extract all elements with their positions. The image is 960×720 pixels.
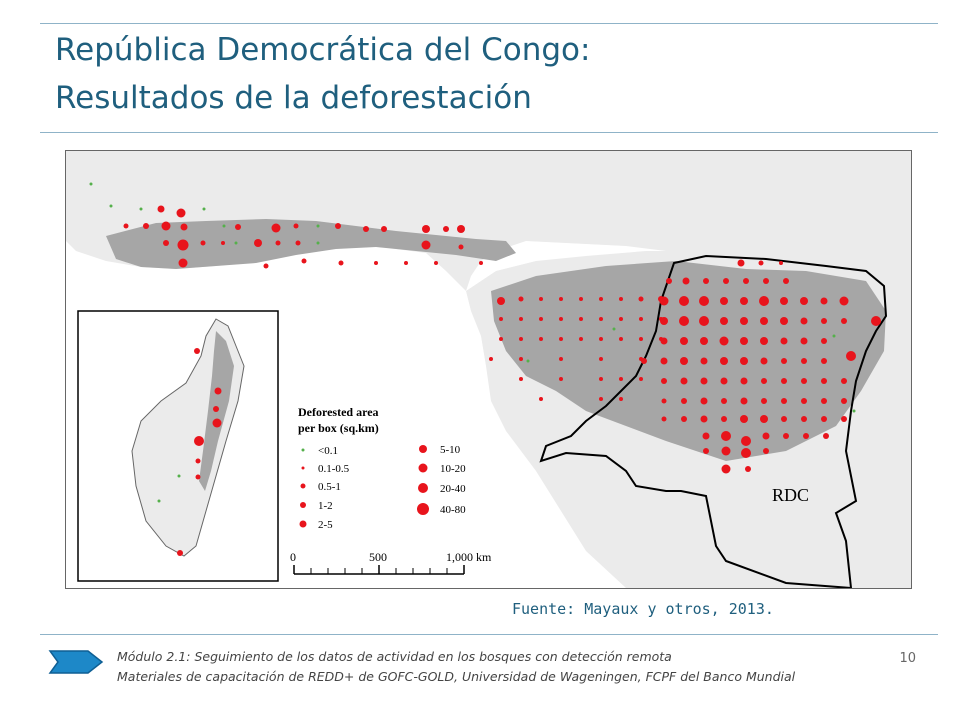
legend-title-line-1: Deforested area [298,405,379,419]
legend-class-3: 0.5-1 [318,481,341,493]
legend-class-6: 5-10 [440,444,461,456]
legend-class-8: 20-40 [440,483,466,495]
title-line-2: Resultados de la deforestación [55,80,532,116]
west-africa-land [66,151,911,291]
footer-line-2: Materiales de capacitación de REDD+ de G… [117,669,796,684]
legend-class-2: 0.1-0.5 [318,463,350,475]
west-africa-forest [106,219,516,269]
drc-border [539,254,888,588]
footer-chevron-icon [48,650,104,674]
title-line-1: República Democrática del Congo: [55,32,591,68]
scale-label-0: 0 [290,550,296,564]
source-citation: Fuente: Mayaux y otros, 2013. [512,600,774,618]
legend-class-1: <0.1 [318,445,338,457]
footer-rule [40,634,938,635]
legend-class-9: 40-80 [440,504,466,516]
scale-label-500: 500 [369,550,387,564]
title-bottom-rule [40,132,938,133]
rdc-label: RDC [772,485,809,505]
legend-class-5: 2-5 [318,519,333,531]
legend-class-7: 10-20 [440,463,466,475]
page-number: 10 [899,651,916,666]
title-top-rule [40,23,938,24]
legend-title-line-2: per box (sq.km) [298,421,379,435]
congo-basin-forest [491,261,886,461]
page-title: República Democrática del Congo: Resulta… [55,26,935,122]
deforestation-map: Deforested area per box (sq.km) <0.1 0.1… [65,150,912,589]
legend-class-4: 1-2 [318,500,333,512]
map-svg: Deforested area per box (sq.km) <0.1 0.1… [66,151,911,588]
footer-text: Módulo 2.1: Seguimiento de los datos de … [117,647,887,687]
scale-label-1000: 1,000 km [446,550,492,564]
footer-line-1: Módulo 2.1: Seguimiento de los datos de … [117,649,672,664]
